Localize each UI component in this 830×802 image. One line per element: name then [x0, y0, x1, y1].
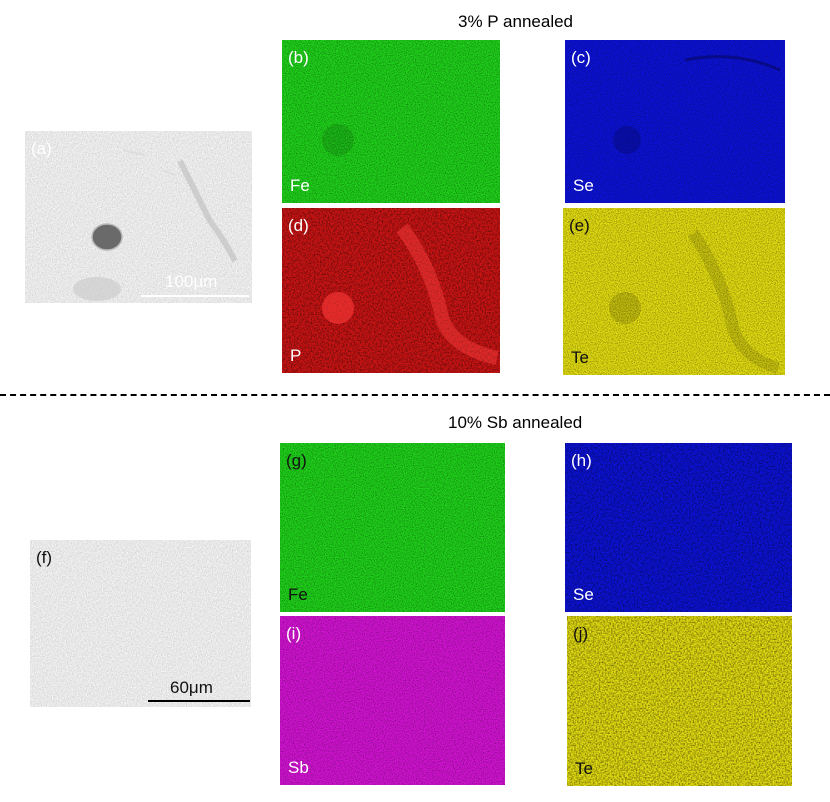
scale-bar-f — [148, 700, 250, 702]
scale-label-a: 100μm — [165, 272, 218, 291]
element-label-h: Se — [573, 585, 594, 604]
element-label-e: Te — [571, 348, 589, 367]
element-label-j: Te — [575, 759, 593, 778]
bottom-section-title: 10% Sb annealed — [448, 413, 583, 432]
panel-label-d: (d) — [288, 216, 309, 235]
eds-map-d: (d) P — [282, 208, 500, 373]
element-label-i: Sb — [288, 758, 309, 777]
sem-image-a: (a) 100μm — [25, 131, 252, 303]
eds-texture-c — [565, 40, 785, 203]
panel-label-g: (g) — [286, 451, 307, 470]
eds-texture-g — [280, 443, 505, 612]
eds-map-h: (h) Se — [565, 443, 792, 612]
section-divider — [0, 394, 830, 396]
panel-label-f: (f) — [36, 548, 53, 567]
eds-map-i: (i) Sb — [280, 616, 505, 785]
element-label-d: P — [290, 346, 302, 365]
sem-texture-a — [25, 131, 252, 303]
panel-label-i: (i) — [286, 624, 302, 643]
panel-label-j: (j) — [573, 624, 589, 643]
eds-texture-e — [563, 208, 785, 375]
eds-map-e: (e) Te — [563, 208, 785, 375]
eds-texture-h — [565, 443, 792, 612]
scale-label-f: 60μm — [170, 678, 213, 697]
element-label-c: Se — [573, 176, 594, 195]
eds-texture-j — [567, 616, 792, 786]
top-section-title: 3% P annealed — [458, 12, 574, 31]
element-label-g: Fe — [288, 585, 308, 604]
panel-label-h: (h) — [571, 451, 592, 470]
sem-texture-f — [30, 540, 251, 707]
eds-map-c: (c) Se — [565, 40, 785, 203]
eds-texture-b — [282, 40, 500, 203]
eds-map-j: (j) Te — [567, 616, 792, 786]
eds-map-g: (g) Fe — [280, 443, 505, 612]
panel-label-a: (a) — [31, 139, 52, 158]
sem-image-f: (f) 60μm — [30, 540, 251, 707]
scale-bar-a — [141, 295, 249, 297]
eds-map-b: (b) Fe — [282, 40, 500, 203]
element-label-b: Fe — [290, 176, 310, 195]
panel-label-c: (c) — [571, 48, 591, 67]
panel-label-b: (b) — [288, 48, 309, 67]
eds-texture-i — [280, 616, 505, 785]
panel-label-e: (e) — [569, 216, 590, 235]
eds-texture-d — [282, 208, 500, 373]
